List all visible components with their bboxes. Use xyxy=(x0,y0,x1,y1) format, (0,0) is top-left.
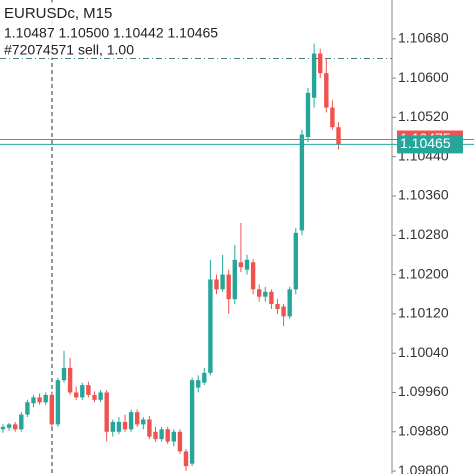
candle-body xyxy=(238,262,244,268)
candle-body xyxy=(37,397,42,403)
candle-body xyxy=(244,259,250,270)
candle-body xyxy=(208,279,213,373)
ohlc-label: 1.10487 1.10500 1.10442 1.10465 xyxy=(4,25,218,41)
candle-body xyxy=(257,289,262,297)
candle-body xyxy=(269,291,274,305)
candle-body xyxy=(6,424,12,428)
candle-body xyxy=(153,431,158,440)
candle-body xyxy=(281,306,286,317)
candle-body xyxy=(311,53,317,98)
candle-body xyxy=(25,402,30,415)
candle-body xyxy=(110,421,115,432)
candle-body xyxy=(13,424,18,430)
candle-body xyxy=(330,107,335,128)
y-tick-label: 1.10120 xyxy=(398,305,449,321)
candle-body xyxy=(19,414,24,430)
candle-body xyxy=(183,451,189,467)
candle-body xyxy=(293,232,298,290)
y-tick-label: 1.10280 xyxy=(398,226,449,242)
candle-body xyxy=(189,380,195,464)
candle-body xyxy=(104,392,109,432)
plot-area xyxy=(0,38,396,472)
candle-body xyxy=(0,426,6,430)
y-tick-label: 1.09960 xyxy=(398,383,449,399)
y-tick-label: 1.10040 xyxy=(398,344,449,360)
symbol-label: EURUSDc, M15 xyxy=(4,5,112,22)
order-label: #72074571 sell, 1.00 xyxy=(4,42,134,58)
candle-body xyxy=(171,431,176,442)
candle-body xyxy=(135,412,140,425)
candle-body xyxy=(147,419,152,437)
candle-body xyxy=(202,372,207,383)
candle-body xyxy=(299,134,305,231)
bid-label: 1.10465 xyxy=(400,135,451,151)
candle-body xyxy=(61,367,67,381)
candle-body xyxy=(86,385,91,395)
candle-body xyxy=(324,73,329,108)
candle-body xyxy=(196,380,201,388)
candle-body xyxy=(220,274,225,290)
candle-body xyxy=(74,392,79,398)
y-tick-label: 1.09800 xyxy=(398,462,449,474)
candle-body xyxy=(122,421,128,430)
candle-body xyxy=(336,127,341,145)
candle-body xyxy=(43,394,48,403)
y-tick-label: 1.10680 xyxy=(398,30,449,46)
y-tick-label: 1.10360 xyxy=(398,187,449,203)
bid-label-bg xyxy=(397,135,463,154)
header-bg xyxy=(0,2,170,58)
candle-body xyxy=(165,429,170,442)
y-tick-label: 1.09880 xyxy=(398,422,449,438)
candle-body xyxy=(250,262,256,290)
candle-body xyxy=(98,392,103,400)
candle-body xyxy=(263,291,268,297)
candle-body xyxy=(305,92,311,138)
candle-body xyxy=(128,412,134,430)
y-tick-label: 1.10200 xyxy=(398,265,449,281)
y-tick-label: 1.10600 xyxy=(398,69,449,85)
candle-body xyxy=(31,397,36,404)
candle-body xyxy=(214,279,219,290)
candle-body xyxy=(177,431,183,452)
candle-body xyxy=(67,367,73,393)
candle-body xyxy=(49,394,54,425)
candle-body xyxy=(318,53,323,74)
candle-body xyxy=(80,385,85,398)
candle-body xyxy=(141,419,146,425)
candle-body xyxy=(92,394,97,400)
candle-body xyxy=(116,421,122,432)
candle-body xyxy=(226,274,231,300)
candle-body xyxy=(55,380,61,425)
candle-body xyxy=(275,304,280,309)
candle-body xyxy=(232,259,237,300)
candle-body xyxy=(287,289,292,317)
y-tick-label: 1.10520 xyxy=(398,108,449,124)
candle-body xyxy=(159,429,164,440)
